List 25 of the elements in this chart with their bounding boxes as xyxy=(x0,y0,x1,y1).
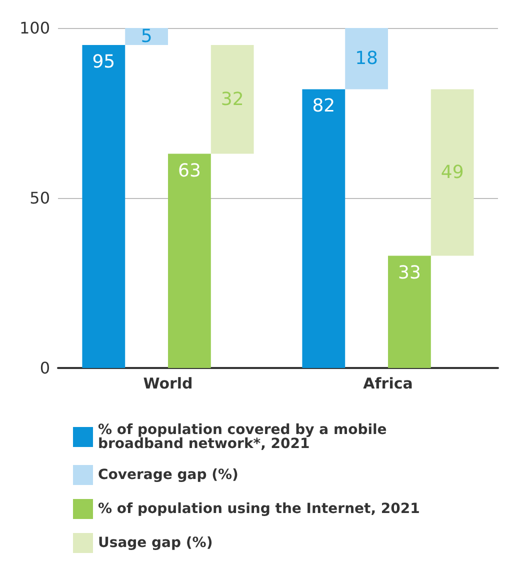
data-label: 95 xyxy=(92,52,116,72)
data-label: 82 xyxy=(312,96,336,117)
bar xyxy=(345,28,388,90)
data-label: 33 xyxy=(398,262,421,284)
bar xyxy=(82,45,126,368)
legend-label: Usage gap (%) xyxy=(98,535,213,551)
x-tick-label: World xyxy=(143,374,193,392)
legend-label: % of population covered by a mobile broadband network*, 2021 xyxy=(98,422,392,452)
y-tick-label: 50 xyxy=(30,188,50,208)
legend-label: Coverage gap (%) xyxy=(98,467,238,483)
data-label: 5 xyxy=(140,26,152,47)
bar xyxy=(388,256,431,368)
x-tick-label: Africa xyxy=(363,374,413,392)
bar xyxy=(302,89,346,368)
y-tick-label: 0 xyxy=(40,358,50,378)
legend-label: % of population using the Internet, 2021 xyxy=(98,501,420,517)
data-label: 32 xyxy=(220,88,244,110)
bar xyxy=(430,89,474,256)
data-label: 18 xyxy=(355,48,378,70)
data-label: 49 xyxy=(440,162,464,183)
bar xyxy=(168,154,211,368)
bar xyxy=(210,45,254,154)
bar xyxy=(125,28,168,45)
data-label: 63 xyxy=(178,160,201,182)
y-tick-label: 100 xyxy=(19,18,50,38)
